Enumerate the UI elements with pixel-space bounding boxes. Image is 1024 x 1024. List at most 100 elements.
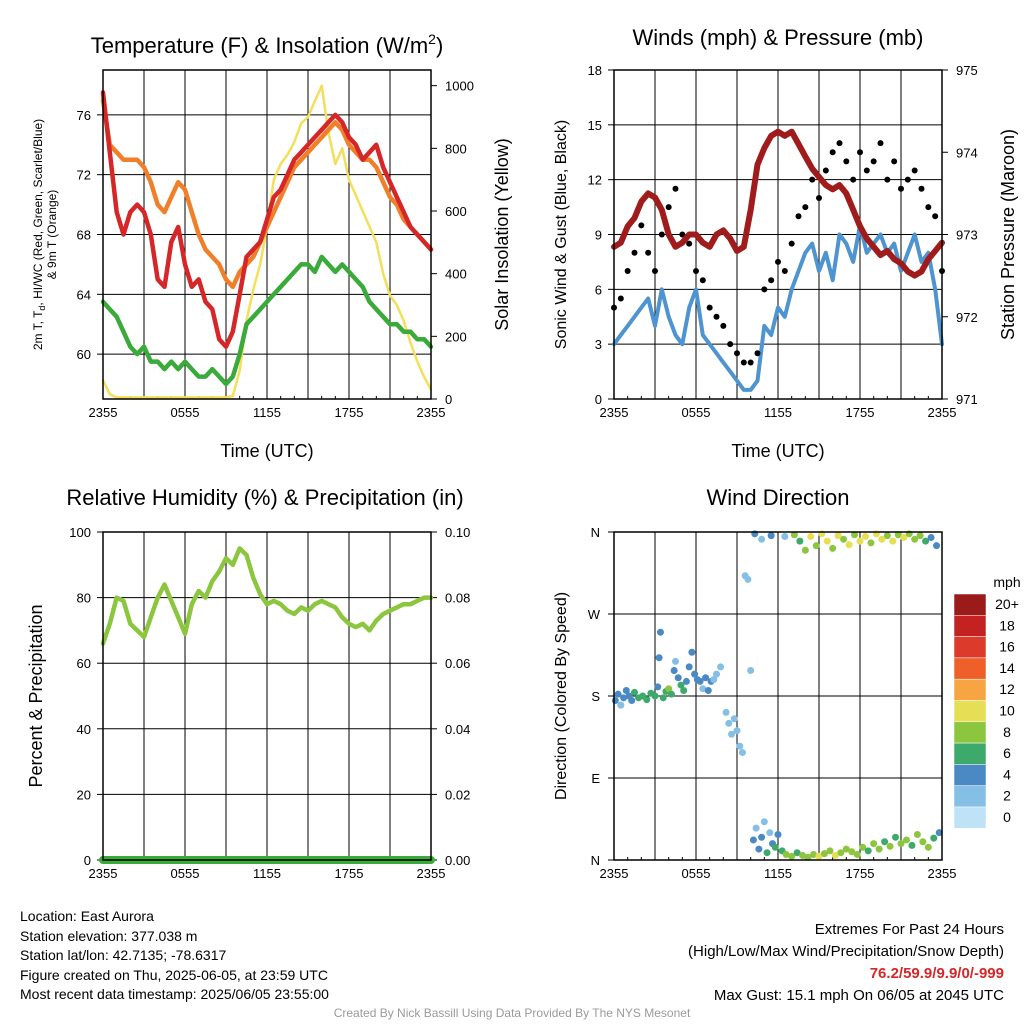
wind-direction-point <box>744 575 752 583</box>
wind-direction-point <box>834 532 842 540</box>
series-2m-dew-point <box>100 254 434 387</box>
y-tick-label: S <box>591 689 600 704</box>
extremes-subtitle: (High/Low/Max Wind/Precipitation/Snow De… <box>688 943 1004 960</box>
wind-direction-point <box>842 845 850 853</box>
colorbar-label: 14 <box>999 660 1015 676</box>
colorbar-swatch <box>953 721 987 744</box>
y2-tick-label: 1000 <box>445 79 474 94</box>
y-tick-label: 68 <box>77 228 91 243</box>
y-tick-label: 15 <box>588 118 602 133</box>
gust-point <box>863 167 870 174</box>
wind-direction-point <box>886 842 894 850</box>
gust-point <box>665 204 672 211</box>
y2-tick-label: 800 <box>445 141 467 156</box>
x-tick-label: 2355 <box>600 405 629 420</box>
series-relative-humidity <box>100 546 434 646</box>
y-axis-label-part: 2m T, T <box>31 310 45 350</box>
wind-direction-point <box>900 533 908 541</box>
x-tick-label: 2355 <box>89 866 118 881</box>
wind-direction-point <box>913 830 921 838</box>
wind-direction-point <box>870 840 878 848</box>
gust-point <box>802 204 809 211</box>
gust-point <box>870 158 877 165</box>
gust-point <box>850 176 857 183</box>
wind-direction-point <box>628 697 636 705</box>
gust-point <box>795 213 802 220</box>
station-location: Location: East Aurora <box>20 908 154 924</box>
y2-tick-label: 600 <box>445 204 467 219</box>
colorbar-swatch <box>953 678 987 701</box>
y-tick-label: N <box>591 853 600 868</box>
extremes-title: Extremes For Past 24 Hours <box>814 921 1004 938</box>
chart-title: Relative Humidity (%) & Precipitation (i… <box>66 485 463 510</box>
x-tick-label: 1155 <box>253 866 281 881</box>
colorbar-swatch <box>953 742 987 765</box>
wind-direction-point <box>867 539 875 547</box>
gust-point <box>904 176 911 183</box>
y-axis-label-part: , HI/WC (Red, Green, Scarlet/Blue) <box>31 119 45 306</box>
x-tick-label: 1155 <box>764 405 792 420</box>
panel-1: Temperature (F) & Insolation (W/m2)2355 0… <box>31 31 512 461</box>
wind-direction-point <box>725 719 733 727</box>
gust-point <box>624 268 631 275</box>
wind-direction-point <box>922 537 930 545</box>
y-tick-label: E <box>591 771 600 786</box>
station-elevation: Station elevation: 377.038 m <box>20 927 198 944</box>
wind-direction-point <box>631 688 638 696</box>
wind-direction-point <box>736 742 744 750</box>
y2-tick-label: 0.04 <box>445 722 470 737</box>
wind-direction-point <box>908 841 916 849</box>
wind-direction-point <box>758 535 766 543</box>
wind-direction-point <box>767 532 775 540</box>
wind-direction-point <box>812 542 820 550</box>
y-tick-label: 20 <box>77 787 91 802</box>
gust-point <box>857 149 863 156</box>
gust-point <box>686 240 693 247</box>
x-tick-label: 2355 <box>600 866 629 881</box>
wind-direction-point <box>927 533 935 541</box>
x-tick-label: 2355 <box>417 405 446 420</box>
colorbar-label: 6 <box>1003 745 1011 761</box>
wind-direction-point <box>851 531 859 539</box>
gust-point <box>747 359 754 366</box>
wind-direction-point <box>815 852 823 860</box>
wind-direction-point <box>713 670 720 678</box>
gust-point <box>720 322 727 329</box>
x-tick-label: 2355 <box>928 866 957 881</box>
wind-direction-point <box>758 833 766 841</box>
y-tick-label: 76 <box>77 108 91 123</box>
wind-direction-point <box>702 674 710 682</box>
y2-tick-label: 975 <box>956 63 978 78</box>
y-tick-label: 6 <box>595 282 602 297</box>
figure-created: Figure created on Thu, 2025-06-05, at 23… <box>20 966 328 983</box>
wind-direction-point <box>930 834 938 842</box>
gust-point <box>809 176 816 183</box>
wind-direction-point <box>614 690 622 698</box>
colorbar-swatch <box>953 764 987 786</box>
extremes-panel: Extremes For Past 24 Hours (High/Low/Max… <box>688 919 1004 1007</box>
max-gust: Max Gust: 15.1 mph On 06/05 at 2045 UTC <box>713 987 1004 1004</box>
gust-point <box>658 231 665 238</box>
y-tick-label: 9 <box>595 228 602 243</box>
x-tick-label: 2355 <box>928 405 957 420</box>
gust-point <box>652 268 658 275</box>
y-tick-label: N <box>591 525 600 540</box>
wind-direction-point <box>856 537 864 545</box>
wind-direction-point <box>804 853 812 861</box>
x-tick-label: 0555 <box>682 405 711 420</box>
wind-direction-point <box>710 676 718 684</box>
x-tick-label: 1755 <box>846 405 875 420</box>
gust-point <box>781 268 788 275</box>
panel-2: Winds (mph) & Pressure (mb) 2355 0555 1155 1… <box>553 25 1018 461</box>
y2-axis-label: Station Pressure (Maroon) <box>998 129 1018 340</box>
y-tick-label: 72 <box>77 168 91 183</box>
wind-direction-point <box>848 848 856 856</box>
wind-direction-point <box>837 849 845 857</box>
wind-direction-point <box>611 697 619 705</box>
gust-point <box>645 249 652 256</box>
title-superscript: 2 <box>428 31 436 47</box>
gust-point <box>836 140 843 147</box>
wind-direction-point <box>826 847 834 855</box>
colorbar-label: 4 <box>1003 766 1011 782</box>
